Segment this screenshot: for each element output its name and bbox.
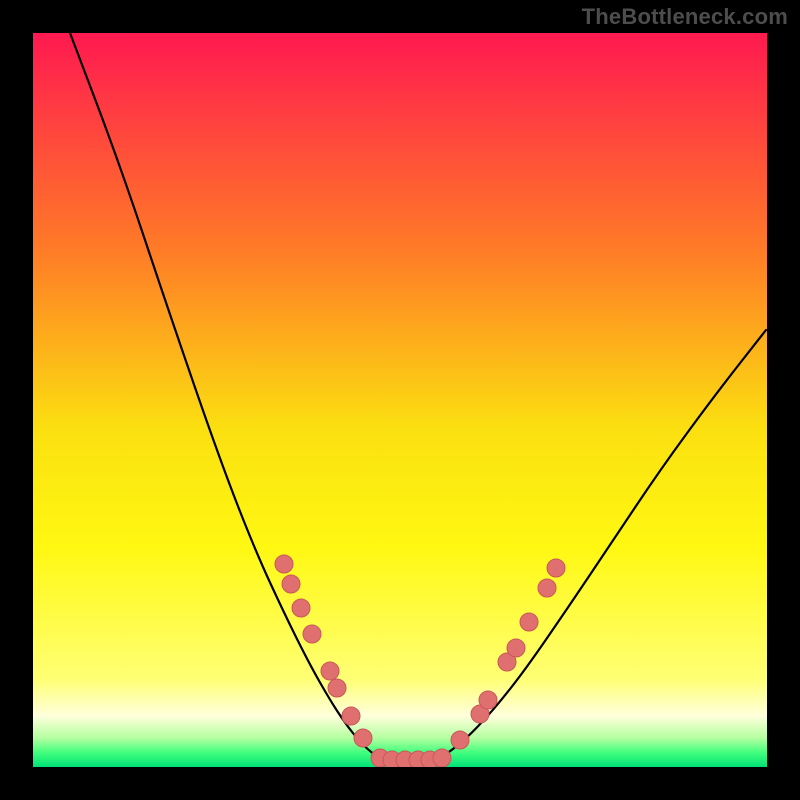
data-point-marker	[354, 729, 372, 747]
data-point-marker	[538, 579, 556, 597]
data-point-marker	[282, 575, 300, 593]
data-point-marker	[292, 599, 310, 617]
data-point-marker	[479, 691, 497, 709]
data-point-marker	[275, 555, 293, 573]
data-point-marker	[433, 749, 451, 767]
data-point-marker	[321, 662, 339, 680]
data-point-marker	[547, 559, 565, 577]
data-point-marker	[342, 707, 360, 725]
bottleneck-chart-svg	[0, 0, 800, 800]
data-point-marker	[328, 679, 346, 697]
data-point-marker	[303, 625, 321, 643]
gradient-background	[33, 33, 767, 767]
data-point-marker	[520, 613, 538, 631]
data-point-marker	[507, 639, 525, 657]
data-point-marker	[451, 731, 469, 749]
chart-frame: TheBottleneck.com	[0, 0, 800, 800]
watermark-text: TheBottleneck.com	[582, 4, 788, 30]
